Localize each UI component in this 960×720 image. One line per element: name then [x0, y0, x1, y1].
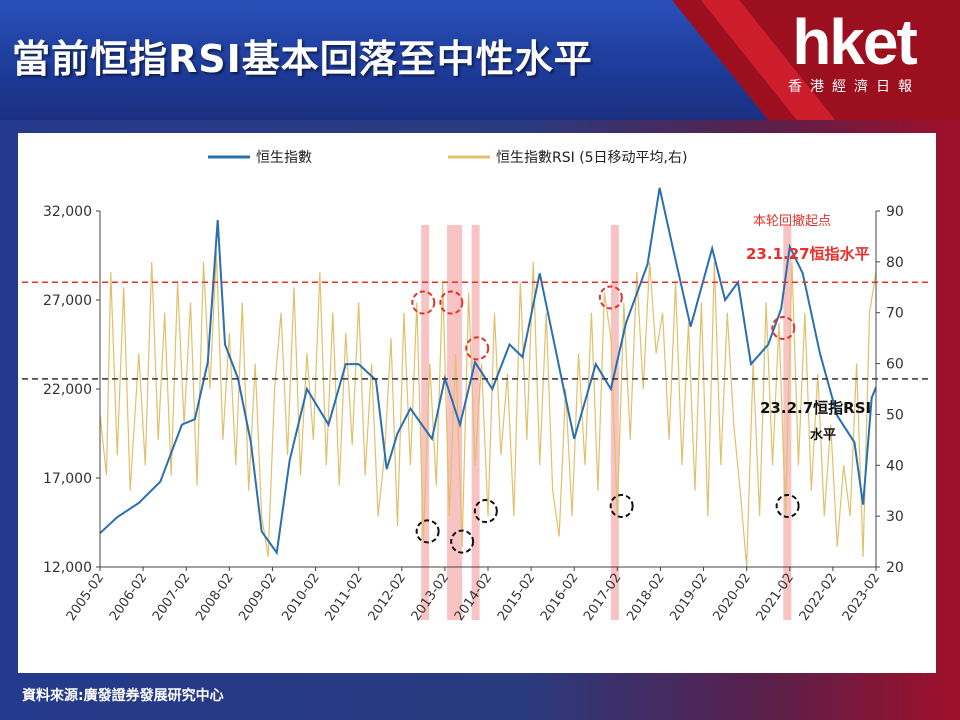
marker-circle-6 — [450, 529, 475, 554]
y-right-tick-label-2: 40 — [886, 458, 904, 474]
x-tick-label-13: 2018-02 — [624, 571, 667, 624]
x-tick-label-2: 2007-02 — [150, 571, 193, 624]
annotation-hsi-level: 23.1.27恒指水平 — [746, 245, 870, 263]
x-tick-label-6: 2011-02 — [322, 571, 365, 624]
highlight-period-0 — [421, 225, 430, 620]
y-left-tick-label-4: 32,000 — [43, 204, 92, 220]
y-right-tick-label-5: 70 — [886, 306, 904, 322]
y-right-tick-label-0: 20 — [886, 560, 904, 576]
hsi-rsi-chart: 12,000 17,000 22,000 27,000 32,000 20 30 40 50 60… — [22, 150, 930, 624]
x-tick-label-1: 2006-02 — [107, 571, 150, 624]
x-tick-label-15: 2020-02 — [710, 571, 753, 624]
highlight-period-2 — [471, 225, 480, 620]
marker-circle-8 — [609, 493, 634, 518]
y-left-tick-label-2: 22,000 — [43, 382, 92, 398]
y-right-tick-label-6: 80 — [886, 255, 904, 271]
annotation-rsi-level: 23.2.7恒指RSI — [760, 399, 871, 417]
marker-circle-4 — [771, 315, 796, 340]
x-tick-label-17: 2022-02 — [797, 571, 840, 624]
x-tick-label-4: 2009-02 — [236, 571, 279, 624]
y-left-tick-label-0: 12,000 — [43, 560, 92, 576]
marker-circle-3 — [598, 285, 623, 310]
y-left-tick-label-3: 27,000 — [43, 293, 92, 309]
logo-word: hket — [792, 6, 918, 78]
hket-logo: hket 香港經濟日報 — [766, 10, 942, 96]
y-right-tick-label-7: 90 — [886, 204, 904, 220]
x-tick-label-11: 2016-02 — [538, 571, 581, 624]
marker-circle-1 — [439, 290, 464, 315]
marker-circle-5 — [415, 519, 440, 544]
x-tick-label-18: 2023-02 — [840, 571, 883, 624]
x-tick-label-3: 2008-02 — [193, 571, 236, 624]
legend-label-hsi: 恒生指數 — [256, 150, 312, 166]
source-note: 資料來源:廣發證券發展研究中心 — [22, 688, 224, 704]
x-tick-label-0: 2005-02 — [64, 571, 107, 624]
marker-circle-7 — [473, 499, 498, 524]
x-tick-label-5: 2010-02 — [279, 571, 322, 624]
chart-panel: 12,000 17,000 22,000 27,000 32,000 20 30 40 50 60… — [18, 133, 936, 673]
header-banner: 當前恒指RSI基本回落至中性水平 hket 香港經濟日報 — [0, 0, 960, 120]
logo-subtitle: 香港經濟日報 — [788, 79, 920, 95]
highlight-period-3 — [610, 225, 619, 620]
legend-label-rsi: 恒生指數RSI (5日移动平均,右) — [496, 150, 687, 166]
y-right-tick-label-4: 60 — [886, 357, 904, 373]
marker-circle-2 — [465, 336, 490, 361]
x-tick-label-10: 2015-02 — [495, 571, 538, 624]
series-hsi-line — [99, 187, 877, 556]
y-right-tick-label-1: 30 — [886, 509, 904, 525]
y-right-tick-label-3: 50 — [886, 407, 904, 423]
annotation-rsi-level-2: 水平 — [810, 427, 836, 443]
x-tick-label-7: 2012-02 — [366, 571, 409, 624]
annotation-rebound-start: 本轮回撤起点 — [753, 213, 831, 229]
x-tick-label-8: 2013-02 — [409, 571, 452, 624]
marker-circle-0 — [411, 290, 436, 315]
x-tick-label-14: 2019-02 — [667, 571, 710, 624]
marker-circle-9 — [775, 493, 800, 518]
highlight-period-1 — [447, 225, 463, 620]
y-left-tick-label-1: 17,000 — [43, 471, 92, 487]
page-title: 當前恒指RSI基本回落至中性水平 — [12, 37, 593, 81]
